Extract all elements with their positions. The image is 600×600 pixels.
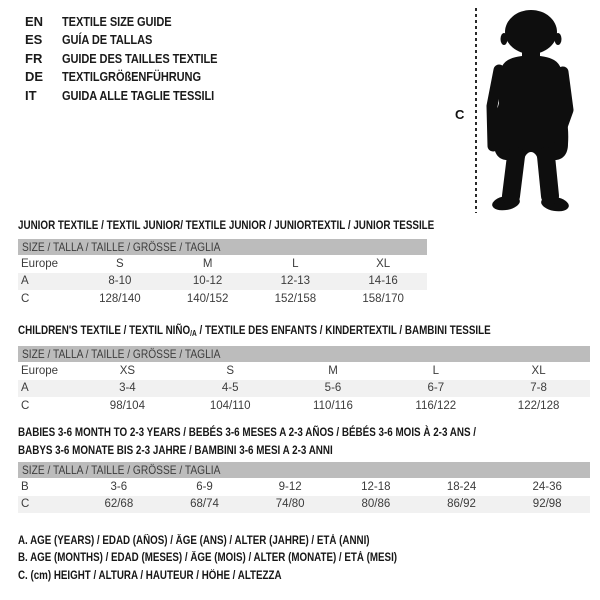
row-label: A [21,275,29,288]
size-cell: L [292,257,299,270]
height-cell: 116/122 [415,399,457,412]
age-cell: 14-16 [368,275,398,288]
language-code: IT [25,87,37,103]
size-cell: M [328,364,338,377]
height-cell: 122/128 [517,399,560,412]
title-line: BABYS 3-6 MONATE BIS 2-3 JAHRE / BAMBINI… [18,443,333,457]
height-cell: 140/152 [186,292,229,305]
children-size-table: SIZE / TALLA / TAILLE / GRÖSSE / TAGLIA … [18,346,590,415]
age-cell: 3-4 [119,382,136,395]
size-cell: M [202,257,213,270]
age-cell: 3-6 [110,480,128,493]
table-row: A 8-10 10-12 12-13 14-16 [18,272,427,290]
height-cell: 68/74 [190,498,219,511]
age-cell: 4-5 [221,382,239,395]
language-label: TEXTILE SIZE GUIDE [62,14,172,29]
height-cell: 152/158 [274,292,317,305]
row-label: C [21,399,30,412]
age-cell: 12-13 [280,275,311,288]
age-cell: 10-12 [192,275,223,288]
table-header-label: SIZE / TALLA / TAILLE / GRÖSSE / TAGLIA [22,347,221,361]
size-cell: S [116,257,124,270]
height-cell: 74/80 [275,498,305,511]
row-label: Europe [21,364,59,377]
height-cell: 86/92 [447,498,476,511]
size-cell: S [226,364,235,377]
height-cell: 62/68 [104,498,134,511]
height-cell: 92/98 [532,498,562,511]
title-part: CHILDREN'S TEXTILE / TEXTIL NIÑO [18,323,191,337]
language-code: ES [25,32,43,48]
table-row: C 98/104 104/110 110/116 116/122 122/128 [18,397,590,415]
footnote-text: B. AGE (MONTHS) / EDAD (MESES) / ÂGE (MO… [18,552,398,565]
section-title-junior: JUNIOR TEXTILE / TEXTIL JUNIOR/ TEXTILE … [18,218,435,232]
language-list: EN TEXTILE SIZE GUIDE ES GUÍA DE TALLAS FR… [25,13,245,105]
footnote-text: C. (cm) HEIGHT / ALTURA / HAUTEUR / HÖHE… [18,569,282,582]
height-cell: 110/116 [313,399,353,412]
height-cell: 104/110 [209,399,251,412]
height-cell: 158/170 [362,292,404,305]
title-part: / TEXTILE DES ENFANTS / KINDERTEXTIL / B… [196,323,491,337]
language-label: TEXTILGRÖßENFÜHRUNG [62,69,201,85]
height-cell: 80/86 [361,498,391,511]
table-header-bar: SIZE / TALLA / TAILLE / GRÖSSE / TAGLIA [18,462,590,478]
age-cell: 6-9 [196,480,213,493]
title-subscript: /A [190,329,197,338]
footnote-b: B. AGE (MONTHS) / EDAD (MESES) / ÂGE (MO… [18,550,464,567]
language-row-en: EN TEXTILE SIZE GUIDE [25,13,245,31]
age-cell: 7-8 [530,382,547,395]
section-title-children: CHILDREN'S TEXTILE / TEXTIL NIÑO/A / TEX… [18,321,491,343]
table-header-bar: SIZE / TALLA / TAILLE / GRÖSSE / TAGLIA [18,239,427,255]
language-label: GUIDE DES TAILLES TEXTILE [62,50,218,66]
table-header-label: SIZE / TALLA / TAILLE / GRÖSSE / TAGLIA [22,463,221,477]
table-row: B 3-6 6-9 9-12 12-18 18-24 24-36 [18,478,590,496]
size-cell: XL [531,364,546,377]
age-cell: 6-7 [427,382,445,395]
size-cell: XL [376,257,391,270]
height-measure-label: C [455,107,465,122]
table-header-bar: SIZE / TALLA / TAILLE / GRÖSSE / TAGLIA [18,346,590,362]
table-row: Europe S M L XL [18,255,427,273]
row-label: C [21,292,30,305]
age-cell: 8-10 [108,275,132,288]
table-row: C 62/68 68/74 74/80 80/86 86/92 92/98 [18,495,590,513]
table-row: A 3-4 4-5 5-6 6-7 7-8 [18,379,590,397]
footnote-c: C. (cm) HEIGHT / ALTURA / HAUTEUR / HÖHE… [18,568,464,585]
language-row-es: ES GUÍA DE TALLAS [25,31,245,49]
age-cell: 18-24 [446,480,477,493]
language-label: GUÍA DE TALLAS [62,32,153,48]
table-row: C 128/140 140/152 152/158 158/170 [18,290,427,308]
toddler-silhouette-icon [486,10,574,212]
babies-size-table: SIZE / TALLA / TAILLE / GRÖSSE / TAGLIA … [18,462,590,513]
language-code: FR [25,50,43,66]
row-label: Europe [21,257,59,270]
height-dotted-line [475,8,477,213]
row-label: C [21,498,30,511]
language-code: DE [25,69,44,85]
language-row-fr: FR GUIDE DES TAILLES TEXTILE [25,50,245,68]
language-code: EN [25,14,44,29]
language-label: GUIDA ALLE TAGLIE TESSILI [62,87,215,103]
age-cell: 9-12 [278,480,302,493]
size-cell: L [432,364,439,377]
height-cell: 98/104 [109,399,145,412]
size-cell: XS [119,364,136,377]
title-line: BABIES 3-6 MONTH TO 2-3 YEARS / BEBÉS 3-… [18,425,477,439]
legend-footnotes: A. AGE (YEARS) / EDAD (AÑOS) / ÂGE (ANS)… [18,533,464,585]
footnote-a: A. AGE (YEARS) / EDAD (AÑOS) / ÂGE (ANS)… [18,533,464,550]
section-title-babies: BABIES 3-6 MONTH TO 2-3 YEARS / BEBÉS 3-… [18,423,476,459]
language-row-it: IT GUIDA ALLE TAGLIE TESSILI [25,87,245,105]
footnote-text: A. AGE (YEARS) / EDAD (AÑOS) / ÂGE (ANS)… [18,535,370,547]
junior-size-table: SIZE / TALLA / TAILLE / GRÖSSE / TAGLIA … [18,239,427,308]
age-cell: 24-36 [532,480,562,493]
table-header-label: SIZE / TALLA / TAILLE / GRÖSSE / TAGLIA [22,240,221,254]
row-label: B [21,480,29,493]
height-cell: 128/140 [99,292,141,305]
age-cell: 12-18 [361,480,391,493]
language-row-de: DE TEXTILGRÖßENFÜHRUNG [25,68,245,86]
row-label: A [21,382,29,395]
table-row: Europe XS S M L XL [18,362,590,380]
age-cell: 5-6 [324,382,342,395]
